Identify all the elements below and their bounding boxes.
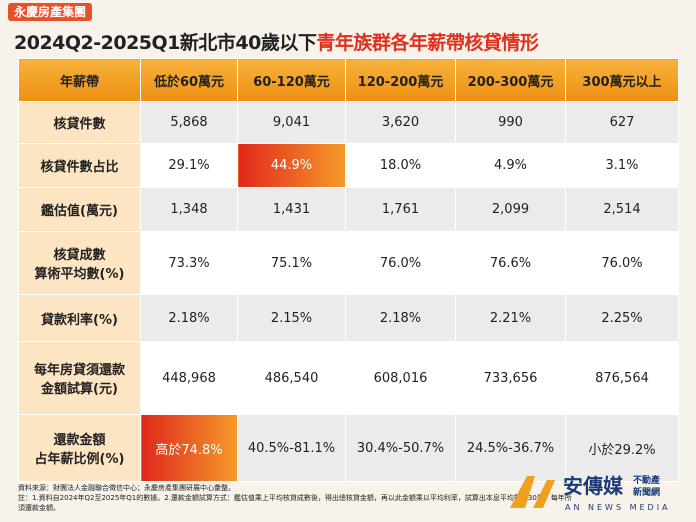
row-label-line: 金額試算(元) — [41, 382, 118, 397]
row-label-line: 每年房貸須還款 — [33, 363, 125, 378]
table-cell: 2.18% — [140, 294, 238, 342]
table-cell: 2.18% — [345, 294, 456, 342]
header-cell: 年薪帶 — [18, 58, 141, 102]
table-row: 貸款利率(%) 2.18% 2.15% 2.18% 2.21% 2.25% — [18, 294, 679, 342]
row-label-line: 還款金額 — [53, 433, 106, 448]
watermark-brand: 安傳媒 — [563, 474, 624, 498]
title-part: 2024Q2-2025Q1新北市40歲以下 — [14, 32, 317, 54]
note: 註：1.資料自2024年Q2至2025年Q1的數據。2.還款金額試算方式：鑑估值… — [18, 494, 572, 512]
table-cell: 75.1% — [237, 231, 346, 295]
table-cell: 2,514 — [565, 187, 679, 232]
table-cell: 4.9% — [455, 143, 566, 188]
data-table: 年薪帶 低於60萬元 60-120萬元 120-200萬元 200-300萬元 300萬元… — [18, 58, 679, 482]
row-label-line: 貸款利率(%) — [41, 312, 118, 328]
row-label: 核貸成數算術平均數(%) — [18, 231, 141, 295]
row-label-line: 占年薪比例(%) — [34, 452, 125, 467]
table-cell: 小於29.2% — [565, 414, 679, 482]
table-cell: 40.5%-81.1% — [237, 414, 346, 482]
header-cell: 120-200萬元 — [345, 58, 456, 102]
table-cell: 高於74.8% — [140, 414, 238, 482]
watermark-sub: 新聞網 — [633, 486, 660, 498]
table-cell: 2.15% — [237, 294, 346, 342]
table-cell: 29.1% — [140, 143, 238, 188]
table-cell: 486,540 — [237, 341, 346, 415]
table-cell: 30.4%-50.7% — [345, 414, 456, 482]
table-row: 核貸件數占比 29.1% 44.9% 18.0% 4.9% 3.1% — [18, 143, 679, 188]
row-label: 每年房貸須還款 金額試算(元) — [18, 341, 141, 415]
title-part: 青年族群各年薪帶核貸情形 — [316, 32, 539, 54]
watermark-sub: 不動產 — [633, 474, 660, 486]
table-cell: 1,431 — [237, 187, 346, 232]
header-row: 年薪帶 低於60萬元 60-120萬元 120-200萬元 200-300萬元 300萬元… — [18, 58, 679, 102]
header-cell: 200-300萬元 — [455, 58, 566, 102]
title: 2024Q2-2025Q1新北市40歲以下青年族群各年薪帶核貸情形 — [14, 28, 539, 55]
table-cell: 448,968 — [140, 341, 238, 415]
table-cell: 5,868 — [140, 101, 238, 144]
table-cell: 3.1% — [565, 143, 679, 188]
table-cell: 44.9% — [237, 143, 346, 188]
table-cell: 2.25% — [565, 294, 679, 342]
table-cell: 9,041 — [237, 101, 346, 144]
row-label: 還款金額占年薪比例(%) — [18, 414, 141, 482]
table-cell: 990 — [455, 101, 566, 144]
watermark: 安傳媒 不動產 新聞網 AN NEWS MEDIA — [510, 474, 671, 512]
row-label: 鑑估值(萬元) — [18, 187, 141, 232]
row-label: 核貸件數 — [18, 101, 141, 144]
table-cell: 24.5%-36.7% — [455, 414, 566, 482]
row-label-line: 核貸件數占比 — [40, 160, 119, 175]
table-cell: 1,761 — [345, 187, 456, 232]
table-row: 核貸件數 5,868 9,041 3,620 990 627 — [18, 101, 679, 144]
table-cell: 876,564 — [565, 341, 679, 415]
table-cell: 3,620 — [345, 101, 456, 144]
table-cell: 76.0% — [565, 231, 679, 295]
table-row: 核貸成數 算術平均數(%) 73.3% 75.1% 76.0% 76.6% 76.0% — [18, 231, 679, 295]
header-cell: 60-120萬元 — [237, 58, 346, 102]
table-row: 每年房貸須還款 金額試算(元) 448,968 486,540 608,016 733,6… — [18, 341, 679, 415]
row-label: 貸款利率(%) — [18, 294, 141, 342]
table-cell: 18.0% — [345, 143, 456, 188]
table-row: 鑑估值(萬元) 1,348 1,431 1,761 2,099 2,514 — [18, 187, 679, 232]
logo: 永慶房產集團 — [8, 3, 93, 21]
table-cell: 608,016 — [345, 341, 456, 415]
row-label-line: 算術平均數(%) — [34, 267, 125, 282]
row-label-line: 核貸成數 — [53, 248, 106, 263]
table-cell: 627 — [565, 101, 679, 144]
table-cell: 76.0% — [345, 231, 456, 295]
header-cell: 300萬元以上 — [565, 58, 679, 102]
table-cell: 2,099 — [455, 187, 566, 232]
row-label: 核貸件數占比 — [18, 143, 141, 188]
table-cell: 73.3% — [140, 231, 238, 295]
table-cell: 2.21% — [455, 294, 566, 342]
table-cell: 1,348 — [140, 187, 238, 232]
header-cell: 低於60萬元 — [140, 58, 238, 102]
source: 資料來源：財團法人金融聯合徵信中心；永慶房產集團研展中心彙整。 — [18, 484, 235, 492]
row-label-line: 核貸件數 — [53, 117, 106, 132]
row-label-line: 鑑估值(萬元) — [41, 204, 118, 219]
table-cell: 733,656 — [455, 341, 566, 415]
table-row: 還款金額 占年薪比例(%) 高於74.8% 40.5%-81.1% 30.4%-50.7… — [18, 414, 679, 482]
table-cell: 76.6% — [455, 231, 566, 295]
notes: 資料來源：財團法人金融聯合徵信中心；永慶房產集團研展中心彙整。 註：1.資料自2… — [18, 483, 578, 513]
watermark-en: AN NEWS MEDIA — [565, 503, 671, 512]
